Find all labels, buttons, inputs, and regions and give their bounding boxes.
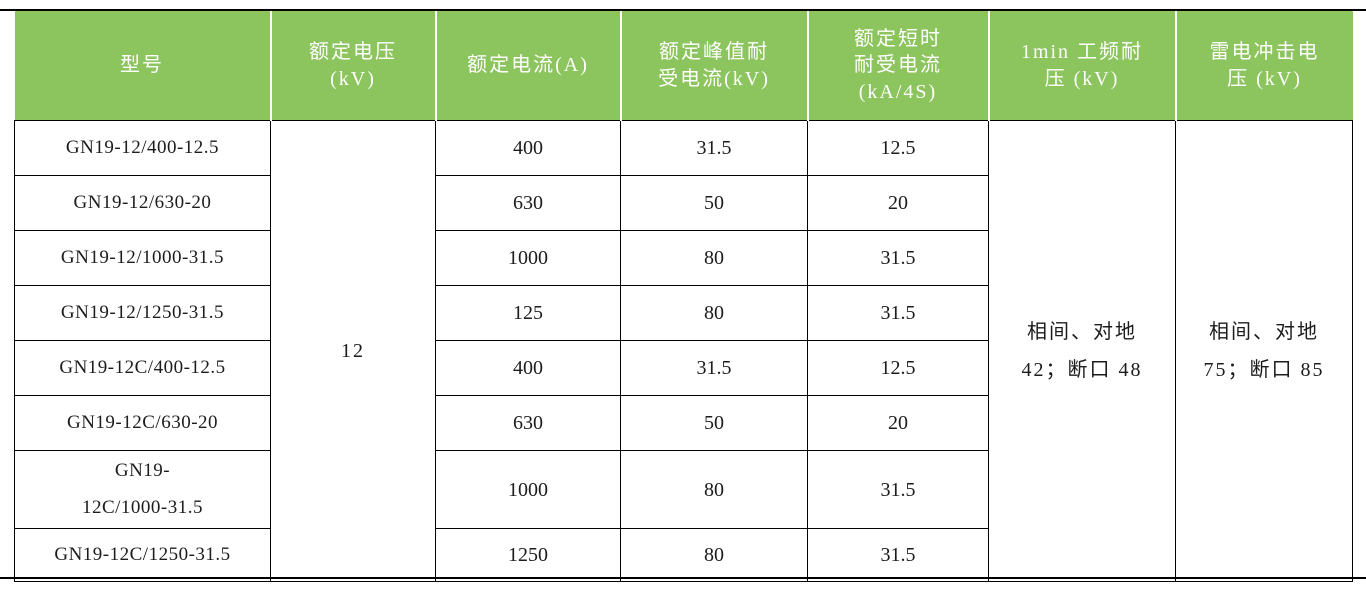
model-cell: GN19-12/400-12.5 — [14, 120, 271, 176]
table-row: GN19-12/630-20 630 50 20 — [14, 175, 1353, 231]
short-time-cell: 20 — [807, 395, 989, 451]
model-cell: GN19-12C/1250-31.5 — [14, 528, 271, 582]
peak-cell: 80 — [620, 450, 808, 529]
model-cell: GN19-12C/400-12.5 — [14, 340, 271, 396]
model-cell: GN19-12/1000-31.5 — [14, 230, 271, 286]
header-cell-peak-withstand: 额定峰值耐 受电流(kV) — [619, 11, 809, 121]
lightning-merged-cell: 相间、对地 75；断口 85 — [1175, 120, 1353, 582]
short-time-cell: 12.5 — [807, 340, 989, 396]
current-cell: 1250 — [435, 528, 621, 582]
rated-voltage-merged-cell: 12 — [270, 120, 436, 582]
current-cell: 1000 — [435, 230, 621, 286]
header-cell-model: 型号 — [14, 11, 272, 121]
spec-table: 型号 额定电压 (kV) 额定电流(A) 额定峰值耐 受电流(kV) 额定短时 … — [14, 11, 1353, 582]
header-cell-short-time: 额定短时 耐受电流 (kA/4S) — [806, 11, 990, 121]
model-cell: GN19- 12C/1000-31.5 — [14, 450, 271, 529]
current-cell: 400 — [435, 340, 621, 396]
peak-cell: 80 — [620, 285, 808, 341]
power-freq-merged-cell: 相间、对地 42；断口 48 — [988, 120, 1176, 582]
peak-cell: 80 — [620, 528, 808, 582]
current-cell: 125 — [435, 285, 621, 341]
short-time-cell: 31.5 — [807, 230, 989, 286]
short-time-cell: 20 — [807, 175, 989, 231]
header-cell-power-freq: 1min 工频耐 压 (kV) — [987, 11, 1177, 121]
model-cell: GN19-12/1250-31.5 — [14, 285, 271, 341]
table-row: GN19-12/1250-31.5 125 80 31.5 — [14, 285, 1353, 341]
peak-cell: 50 — [620, 175, 808, 231]
short-time-cell: 31.5 — [807, 285, 989, 341]
top-rule — [0, 9, 1366, 11]
short-time-cell: 31.5 — [807, 528, 989, 582]
table-row: GN19-12/400-12.5 12 400 31.5 12.5 相间、对地 … — [14, 120, 1353, 582]
table-row: GN19-12C/1250-31.5 1250 80 31.5 — [14, 528, 1353, 582]
peak-cell: 80 — [620, 230, 808, 286]
current-cell: 400 — [435, 120, 621, 176]
model-cell: GN19-12C/630-20 — [14, 395, 271, 451]
model-cell: GN19-12/630-20 — [14, 175, 271, 231]
peak-cell: 31.5 — [620, 120, 808, 176]
current-cell: 630 — [435, 395, 621, 451]
peak-cell: 50 — [620, 395, 808, 451]
header-cell-rated-voltage: 额定电压 (kV) — [269, 11, 437, 121]
peak-cell: 31.5 — [620, 340, 808, 396]
short-time-cell: 12.5 — [807, 120, 989, 176]
short-time-cell: 31.5 — [807, 450, 989, 529]
table-row: GN19-12C/400-12.5 400 31.5 12.5 — [14, 340, 1353, 396]
current-cell: 1000 — [435, 450, 621, 529]
table-row: GN19-12/1000-31.5 1000 80 31.5 — [14, 230, 1353, 286]
bottom-rule — [0, 577, 1366, 579]
current-cell: 630 — [435, 175, 621, 231]
header-cell-rated-current: 额定电流(A) — [434, 11, 622, 121]
header-cell-lightning: 雷电冲击电 压 (kV) — [1174, 11, 1353, 121]
header-row: 型号 额定电压 (kV) 额定电流(A) 额定峰值耐 受电流(kV) 额定短时 … — [14, 11, 1353, 121]
